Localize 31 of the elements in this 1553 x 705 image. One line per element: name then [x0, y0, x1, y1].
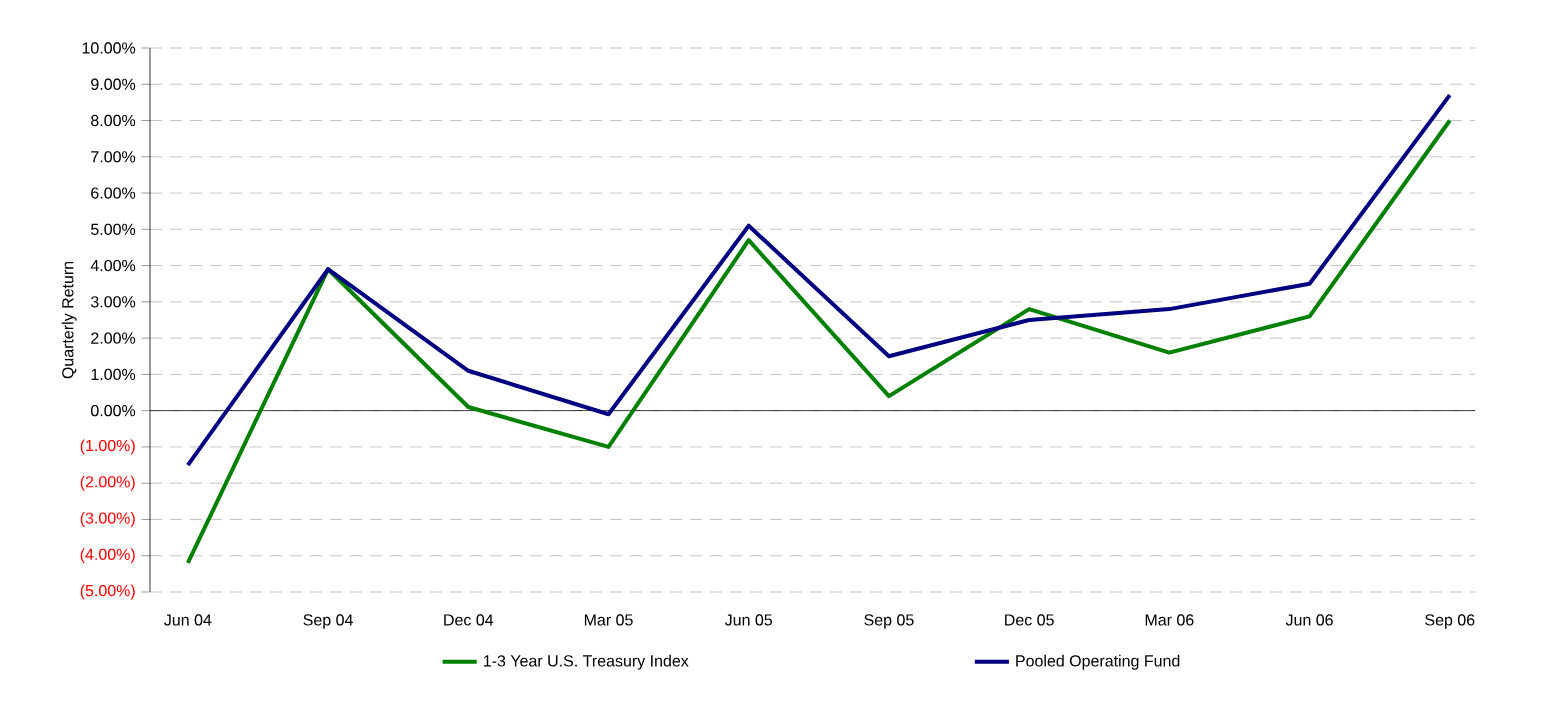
x-tick-label: Sep 05	[864, 614, 914, 629]
line-series	[185, 118, 1452, 565]
legend-label: Pooled Operating Fund	[1016, 654, 1180, 670]
y-axis-title: Quarterly Return	[61, 261, 77, 379]
x-tick-label: Dec 05	[1005, 614, 1054, 626]
y-tick-label: 7.00%	[91, 151, 136, 163]
x-tick-label: Dec 04	[444, 614, 494, 626]
line-series	[185, 93, 1452, 468]
y-tick-label: 8.00%	[91, 114, 136, 127]
y-tick-label: 0.00%	[91, 404, 136, 417]
y-tick-label: 1.00%	[91, 368, 136, 381]
y-tick-label: 6.00%	[91, 187, 136, 199]
y-tick-label: (1.00%)	[80, 439, 135, 455]
y-tick-label: (5.00%)	[80, 584, 135, 600]
y-tick-label: (4.00%)	[80, 548, 135, 564]
x-tick-label: Jun 06	[1285, 614, 1333, 626]
y-tick-label: (3.00%)	[80, 511, 135, 527]
y-tick-label: 9.00%	[91, 78, 136, 90]
x-tick-label: Mar 06	[1145, 614, 1194, 626]
y-tick-label: 3.00%	[90, 296, 136, 308]
x-tick-label: Sep 06	[1425, 614, 1475, 629]
legend-label: 1-3 Year U.S. Treasury Index	[484, 654, 689, 670]
y-tick-label: 5.00%	[91, 223, 136, 235]
y-tick-label: 10.00%	[82, 42, 136, 54]
x-tick-label: Jun 05	[724, 614, 773, 626]
x-tick-label: Mar 05	[584, 614, 633, 626]
y-tick-label: 4.00%	[90, 259, 136, 272]
y-tick-label: 2.00%	[91, 332, 136, 344]
x-tick-label: Jun 04	[164, 614, 212, 626]
x-tick-label: Sep 04	[303, 614, 353, 629]
y-tick-label: (2.00%)	[80, 475, 135, 491]
